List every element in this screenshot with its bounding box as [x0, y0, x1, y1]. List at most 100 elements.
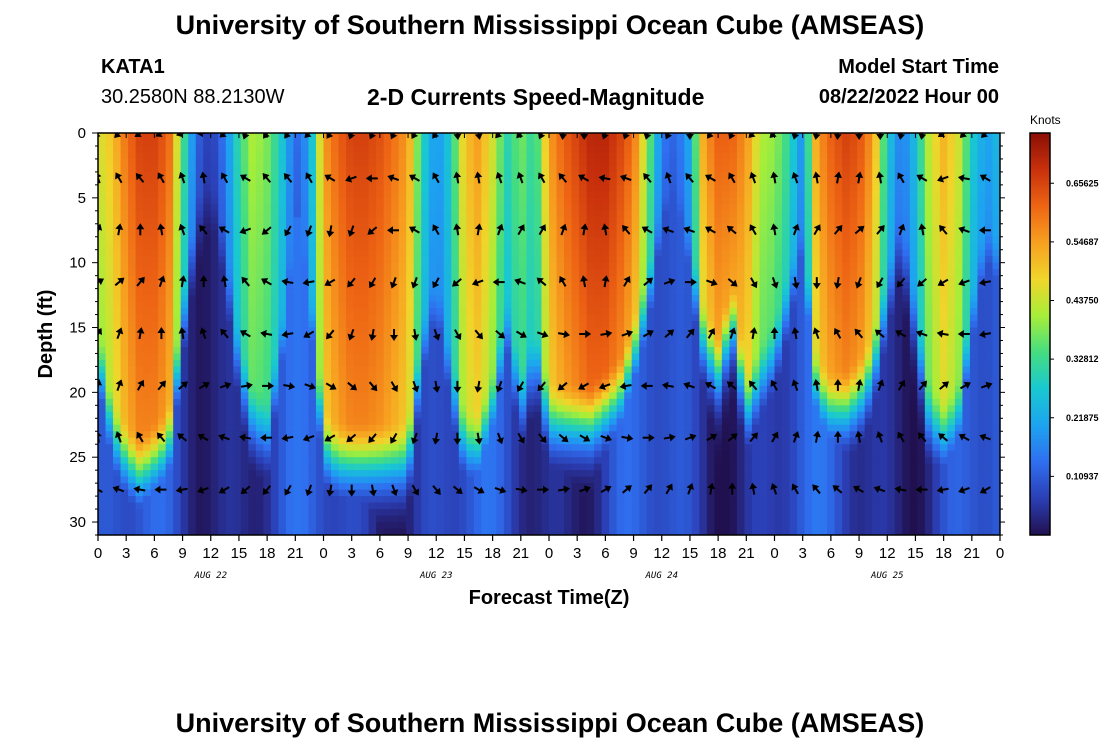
- heatmap-cell: [706, 288, 715, 296]
- heatmap-cell: [894, 372, 903, 380]
- heatmap-cell: [315, 295, 325, 303]
- heatmap-cell: [376, 191, 385, 199]
- heatmap-cell: [624, 236, 633, 244]
- heatmap-cell: [466, 165, 475, 173]
- heatmap-cell: [819, 327, 828, 335]
- heatmap-cell: [263, 295, 272, 303]
- heatmap-cell: [285, 282, 295, 290]
- heatmap-cell: [594, 366, 603, 374]
- heatmap-cell: [902, 191, 911, 199]
- heatmap-cell: [609, 314, 618, 322]
- heatmap-cell: [278, 340, 287, 348]
- heatmap-cell: [969, 256, 979, 264]
- heatmap-cell: [338, 262, 347, 270]
- heatmap-cell: [180, 139, 189, 147]
- heatmap-cell: [646, 269, 655, 277]
- heatmap-cell: [466, 301, 475, 309]
- heatmap-cell: [128, 275, 137, 283]
- heatmap-cell: [684, 178, 693, 186]
- heatmap-cell: [368, 249, 377, 257]
- heatmap-cell: [676, 139, 685, 147]
- heatmap-cell: [361, 223, 370, 231]
- heatmap-cell: [248, 184, 257, 192]
- heatmap-cell: [143, 171, 152, 179]
- heatmap-cell: [413, 210, 422, 218]
- heatmap-cell: [549, 379, 558, 387]
- heatmap-cell: [143, 314, 152, 322]
- heatmap-cell: [293, 152, 302, 160]
- heatmap-cell: [819, 295, 828, 303]
- heatmap-cell: [315, 282, 325, 290]
- heatmap-cell: [984, 165, 994, 173]
- heatmap-cell: [180, 366, 189, 374]
- heatmap-cell: [782, 295, 791, 303]
- heatmap-cell: [496, 282, 505, 290]
- heatmap-cell: [511, 236, 520, 244]
- heatmap-cell: [977, 308, 986, 316]
- heatmap-cell: [541, 308, 550, 316]
- heatmap-cell: [864, 158, 873, 167]
- heatmap-cell: [857, 158, 866, 167]
- heatmap-cell: [255, 158, 264, 167]
- heatmap-cell: [135, 308, 144, 316]
- heatmap-cell: [646, 346, 655, 355]
- heatmap-cell: [526, 392, 535, 400]
- heatmap-cell: [774, 184, 783, 192]
- heatmap-cell: [368, 353, 377, 361]
- heatmap-cell: [368, 256, 377, 264]
- heatmap-cell: [646, 288, 655, 296]
- heatmap-cell: [969, 249, 979, 257]
- heatmap-cell: [443, 282, 452, 290]
- heatmap-cell: [98, 171, 107, 179]
- heatmap-cell: [549, 171, 558, 179]
- heatmap-cell: [308, 249, 317, 257]
- heatmap-cell: [624, 398, 633, 406]
- heatmap-cell: [849, 275, 858, 283]
- heatmap-cell: [218, 204, 227, 212]
- heatmap-cell: [533, 346, 543, 355]
- heatmap-cell: [676, 366, 685, 374]
- heatmap-cell: [488, 379, 497, 387]
- heatmap-cell: [225, 165, 234, 173]
- heatmap-cell: [263, 165, 272, 173]
- heatmap-cell: [616, 236, 625, 244]
- heatmap-cell: [969, 275, 979, 283]
- heatmap-cell: [902, 282, 911, 290]
- heatmap-cell: [158, 282, 167, 290]
- heatmap-cell: [909, 275, 918, 283]
- heatmap-cell: [383, 379, 392, 387]
- heatmap-cell: [992, 295, 1000, 303]
- heatmap-cell: [954, 334, 964, 342]
- heatmap-cell: [180, 353, 189, 361]
- heatmap-cell: [323, 165, 332, 173]
- heatmap-cell: [180, 372, 189, 380]
- heatmap-cell: [932, 353, 941, 361]
- heatmap-cell: [255, 256, 264, 264]
- heatmap-cell: [143, 353, 152, 361]
- heatmap-cell: [714, 308, 723, 316]
- heatmap-cell: [128, 262, 137, 270]
- heatmap-cell: [842, 262, 851, 270]
- heatmap-cell: [601, 392, 610, 400]
- heatmap-cell: [571, 301, 580, 309]
- heatmap-cell: [676, 256, 685, 264]
- heatmap-cell: [398, 334, 407, 342]
- heatmap-cell: [706, 145, 715, 154]
- heatmap-cell: [346, 171, 355, 179]
- heatmap-cell: [413, 133, 422, 141]
- heatmap-cell: [962, 249, 971, 257]
- heatmap-cell: [233, 217, 242, 225]
- heatmap-cell: [962, 191, 971, 199]
- heatmap-cell: [639, 295, 648, 303]
- heatmap-cell: [428, 230, 437, 238]
- heatmap-cell: [436, 321, 445, 329]
- heatmap-cell: [481, 139, 490, 147]
- heatmap-cell: [849, 269, 858, 277]
- heatmap-cell: [195, 353, 204, 361]
- heatmap-cell: [503, 165, 513, 173]
- heatmap-cell: [428, 210, 437, 218]
- heatmap-cell: [564, 133, 573, 141]
- heatmap-cell: [135, 295, 144, 303]
- heatmap-cell: [368, 165, 377, 173]
- heatmap-cell: [774, 295, 783, 303]
